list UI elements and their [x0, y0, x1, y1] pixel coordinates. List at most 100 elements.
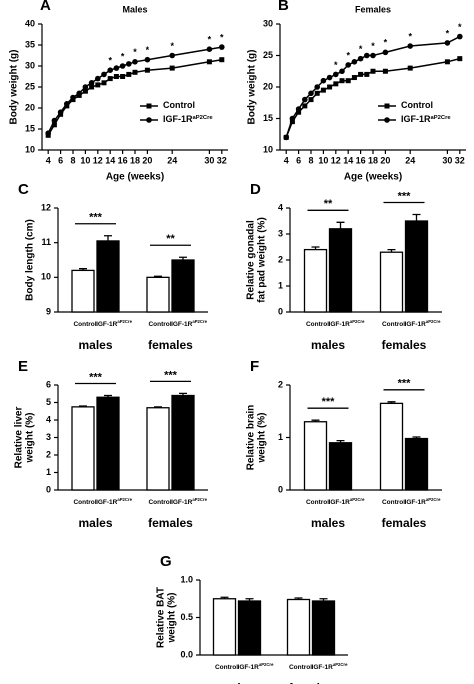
series-name: IGF-1RaP2Cre — [96, 319, 133, 328]
significance: *** — [89, 371, 103, 383]
y-tick-label: 1 — [278, 432, 283, 442]
error-bar — [104, 394, 112, 398]
marker — [289, 119, 295, 125]
marker — [206, 59, 212, 65]
y-tick-label: 3 — [46, 432, 51, 442]
series-name: IGF-1RaP2Cre — [171, 319, 208, 328]
series-name-main: IGF-1R — [171, 321, 193, 328]
series-name: Control — [215, 664, 238, 671]
chart-title: Females — [355, 4, 391, 14]
series-name-main: Control — [73, 321, 96, 328]
series-name: Control — [148, 321, 171, 328]
error-bar — [220, 596, 229, 599]
marker — [113, 74, 119, 79]
marker — [457, 56, 463, 62]
x-tick-label: 16 — [356, 155, 366, 165]
series-name-superscript: aP2Cre — [426, 319, 441, 324]
x-tick-label: 20 — [380, 155, 390, 165]
series-name-main: Control — [163, 100, 195, 110]
marker — [345, 78, 351, 84]
marker — [51, 122, 57, 128]
y-axis-label: weight (%) — [25, 413, 36, 464]
x-tick-label: 6 — [296, 155, 301, 165]
marker — [364, 52, 370, 59]
marker — [339, 68, 345, 75]
y-tick-label: 30 — [25, 60, 35, 70]
y-tick-label: 1 — [46, 467, 51, 477]
marker — [345, 62, 352, 68]
x-tick-label: 14 — [105, 155, 115, 165]
significance: * — [371, 41, 375, 51]
series-line — [285, 35, 461, 138]
marker — [107, 76, 113, 82]
y-axis-label: Body weight (g) — [247, 50, 258, 125]
marker — [82, 84, 89, 90]
legend-marker — [146, 103, 152, 109]
marker — [169, 52, 175, 59]
error-bar — [294, 597, 303, 600]
significance: *** — [322, 396, 336, 408]
y-tick-label: 20 — [25, 102, 35, 112]
y-axis-label: Relative brain — [246, 405, 257, 471]
category-label: males — [78, 338, 112, 352]
bar — [404, 437, 429, 491]
series-name-superscript: aP2Cre — [193, 115, 214, 121]
marker — [120, 74, 126, 79]
series-name-main: IGF-1R — [96, 499, 118, 506]
marker — [289, 115, 296, 122]
series-name-superscript: aP2Cre — [117, 497, 132, 502]
marker — [351, 75, 357, 81]
y-tick-label: 12 — [41, 202, 51, 212]
x-tick-label: 6 — [58, 155, 63, 165]
error-bar — [154, 275, 162, 278]
bar — [237, 600, 262, 656]
y-tick-label: 25 — [263, 50, 273, 60]
significance: *** — [164, 369, 178, 381]
series-name: Control — [73, 321, 96, 328]
legend-marker — [146, 117, 152, 123]
y-axis-label: Body weight (g) — [9, 50, 20, 125]
series-name-main: IGF-1R — [329, 499, 351, 506]
significance: * — [146, 45, 150, 55]
series-name: Control — [382, 499, 405, 506]
significance: * — [208, 35, 212, 45]
x-tick-label: 32 — [217, 155, 227, 165]
error-bar — [79, 268, 87, 271]
series-name-main: Control — [73, 499, 96, 506]
bar — [96, 396, 120, 491]
bar — [71, 269, 95, 313]
marker — [444, 40, 451, 46]
marker — [407, 43, 414, 49]
marker — [126, 71, 132, 77]
y-tick-label: 20 — [263, 81, 273, 91]
marker — [339, 78, 345, 84]
error-bar — [387, 248, 396, 253]
error-bar — [336, 440, 345, 443]
bar — [303, 421, 328, 491]
y-tick-label: 40 — [25, 18, 35, 28]
series-name-main: IGF-1R — [405, 499, 427, 506]
series-name-main: IGF-1R — [401, 114, 431, 124]
y-tick-label: 25 — [25, 81, 35, 91]
series-name-superscript: aP2Cre — [350, 497, 365, 502]
marker — [132, 69, 138, 75]
x-tick-label: 18 — [130, 155, 140, 165]
marker — [351, 59, 358, 65]
marker — [320, 77, 327, 84]
error-bar — [319, 598, 328, 601]
category-label: females — [148, 338, 193, 352]
y-axis-label: Relative liver — [14, 407, 25, 469]
bar — [71, 406, 95, 491]
marker — [333, 81, 339, 87]
bar — [146, 276, 170, 313]
significance: *** — [89, 212, 103, 224]
series-name: Control — [401, 100, 433, 110]
marker — [308, 90, 314, 97]
bar — [212, 598, 237, 656]
series-name: Control — [382, 321, 405, 328]
series-name: Control — [306, 499, 329, 506]
y-tick-label: 1 — [278, 280, 283, 290]
x-tick-label: 24 — [167, 155, 177, 165]
marker — [144, 67, 150, 73]
marker — [126, 61, 132, 67]
